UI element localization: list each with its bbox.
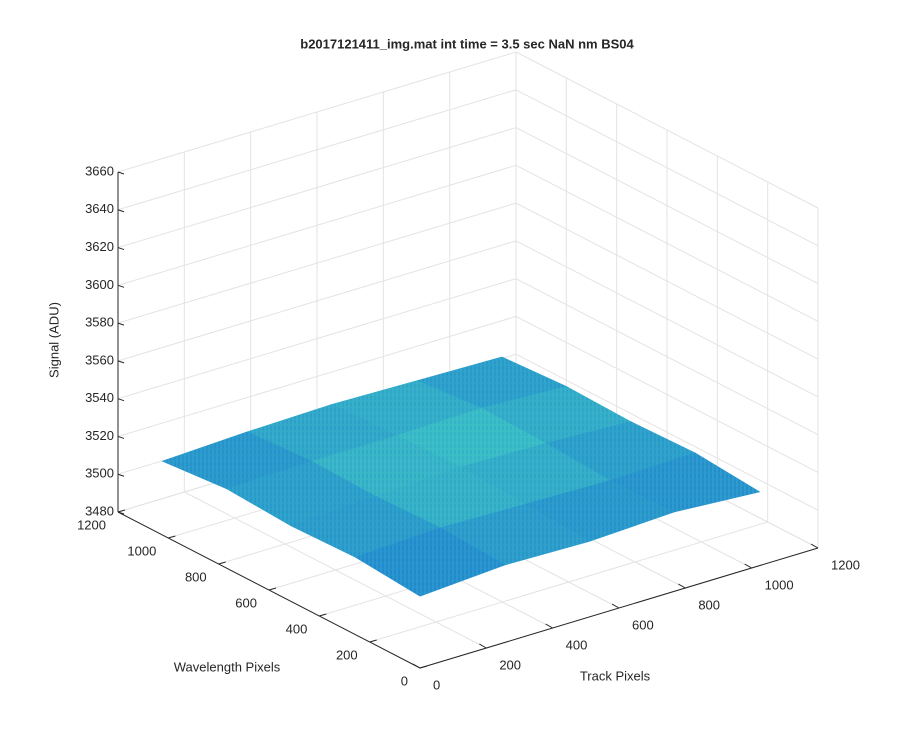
x-tick <box>744 563 752 569</box>
z-tick <box>117 511 125 515</box>
surface-texture <box>162 431 312 489</box>
y-tick <box>268 587 277 591</box>
y-tick-label: 600 <box>235 595 257 610</box>
y-tick <box>369 639 377 643</box>
surface-texture <box>291 496 441 558</box>
z-tick-label: 3500 <box>85 466 114 481</box>
x-tick-label: 200 <box>499 657 521 672</box>
z-tick <box>117 398 125 402</box>
z-tick <box>117 322 125 326</box>
z-tick-label: 3560 <box>85 352 114 367</box>
z-tick <box>117 247 125 251</box>
surface-texture <box>376 467 526 528</box>
y-tick-label: 1000 <box>127 543 156 558</box>
y-tick-label: 1200 <box>77 517 106 532</box>
x-tick <box>545 623 553 629</box>
z-tick-label: 3480 <box>85 503 114 518</box>
surface-texture <box>525 480 675 542</box>
y-tick <box>218 561 226 565</box>
surface-texture <box>417 356 567 409</box>
y-tick <box>419 665 428 669</box>
x-tick-label: 1200 <box>831 557 860 572</box>
x-axis-label: Track Pixels <box>580 668 651 683</box>
x-tick <box>611 603 620 609</box>
surface-texture <box>247 404 397 462</box>
z-tick <box>117 360 125 364</box>
grid-line <box>369 521 768 643</box>
y-axis-label: Wavelength Pixels <box>174 659 281 674</box>
x-tick-label: 600 <box>632 617 654 632</box>
surface-texture <box>460 443 611 505</box>
z-tick-label: 3540 <box>85 390 114 405</box>
x-tick <box>810 543 819 549</box>
z-tick-label: 3620 <box>85 239 114 254</box>
y-tick <box>168 535 176 539</box>
z-tick-label: 3640 <box>85 201 114 216</box>
z-tick-label: 3520 <box>85 428 114 443</box>
x-tick-label: 1000 <box>765 577 794 592</box>
x-tick-label: 400 <box>566 637 588 652</box>
surface-texture <box>332 380 482 436</box>
x-tick-label: 800 <box>698 597 720 612</box>
surface-texture <box>396 408 546 468</box>
x-tick <box>678 583 686 589</box>
surface-texture <box>440 504 590 565</box>
y-tick-label: 200 <box>336 647 358 662</box>
y-tick <box>319 613 327 617</box>
y-tick-label: 0 <box>401 673 408 688</box>
x-tick <box>479 643 487 649</box>
surface-texture <box>481 386 631 444</box>
z-tick <box>117 171 125 175</box>
x-tick-label: 0 <box>433 677 440 692</box>
z-tick-label: 3580 <box>85 315 114 330</box>
z-tick <box>117 209 125 213</box>
z-tick <box>117 284 125 288</box>
surface-texture <box>311 435 461 497</box>
z-tick-label: 3600 <box>85 277 114 292</box>
z-axis-label: Signal (ADU) <box>46 302 61 378</box>
axes: 3480 3500 3520 3540 3560 3580 3600 3620 3640 3660… <box>77 163 860 692</box>
x-tick <box>412 663 421 669</box>
chart-title: b2017121411_img.mat int time = 3.5 sec N… <box>300 36 634 51</box>
z-tick <box>117 473 125 477</box>
surface <box>161 356 761 597</box>
surface-texture <box>610 452 760 512</box>
y-tick-label: 400 <box>286 621 308 636</box>
surface-texture <box>226 461 377 526</box>
z-tick <box>117 435 125 439</box>
surface-texture <box>545 421 696 481</box>
y-tick <box>117 509 126 513</box>
y-tick-label: 800 <box>185 569 207 584</box>
surface-texture <box>355 527 505 597</box>
z-tick-label: 3660 <box>85 163 114 178</box>
